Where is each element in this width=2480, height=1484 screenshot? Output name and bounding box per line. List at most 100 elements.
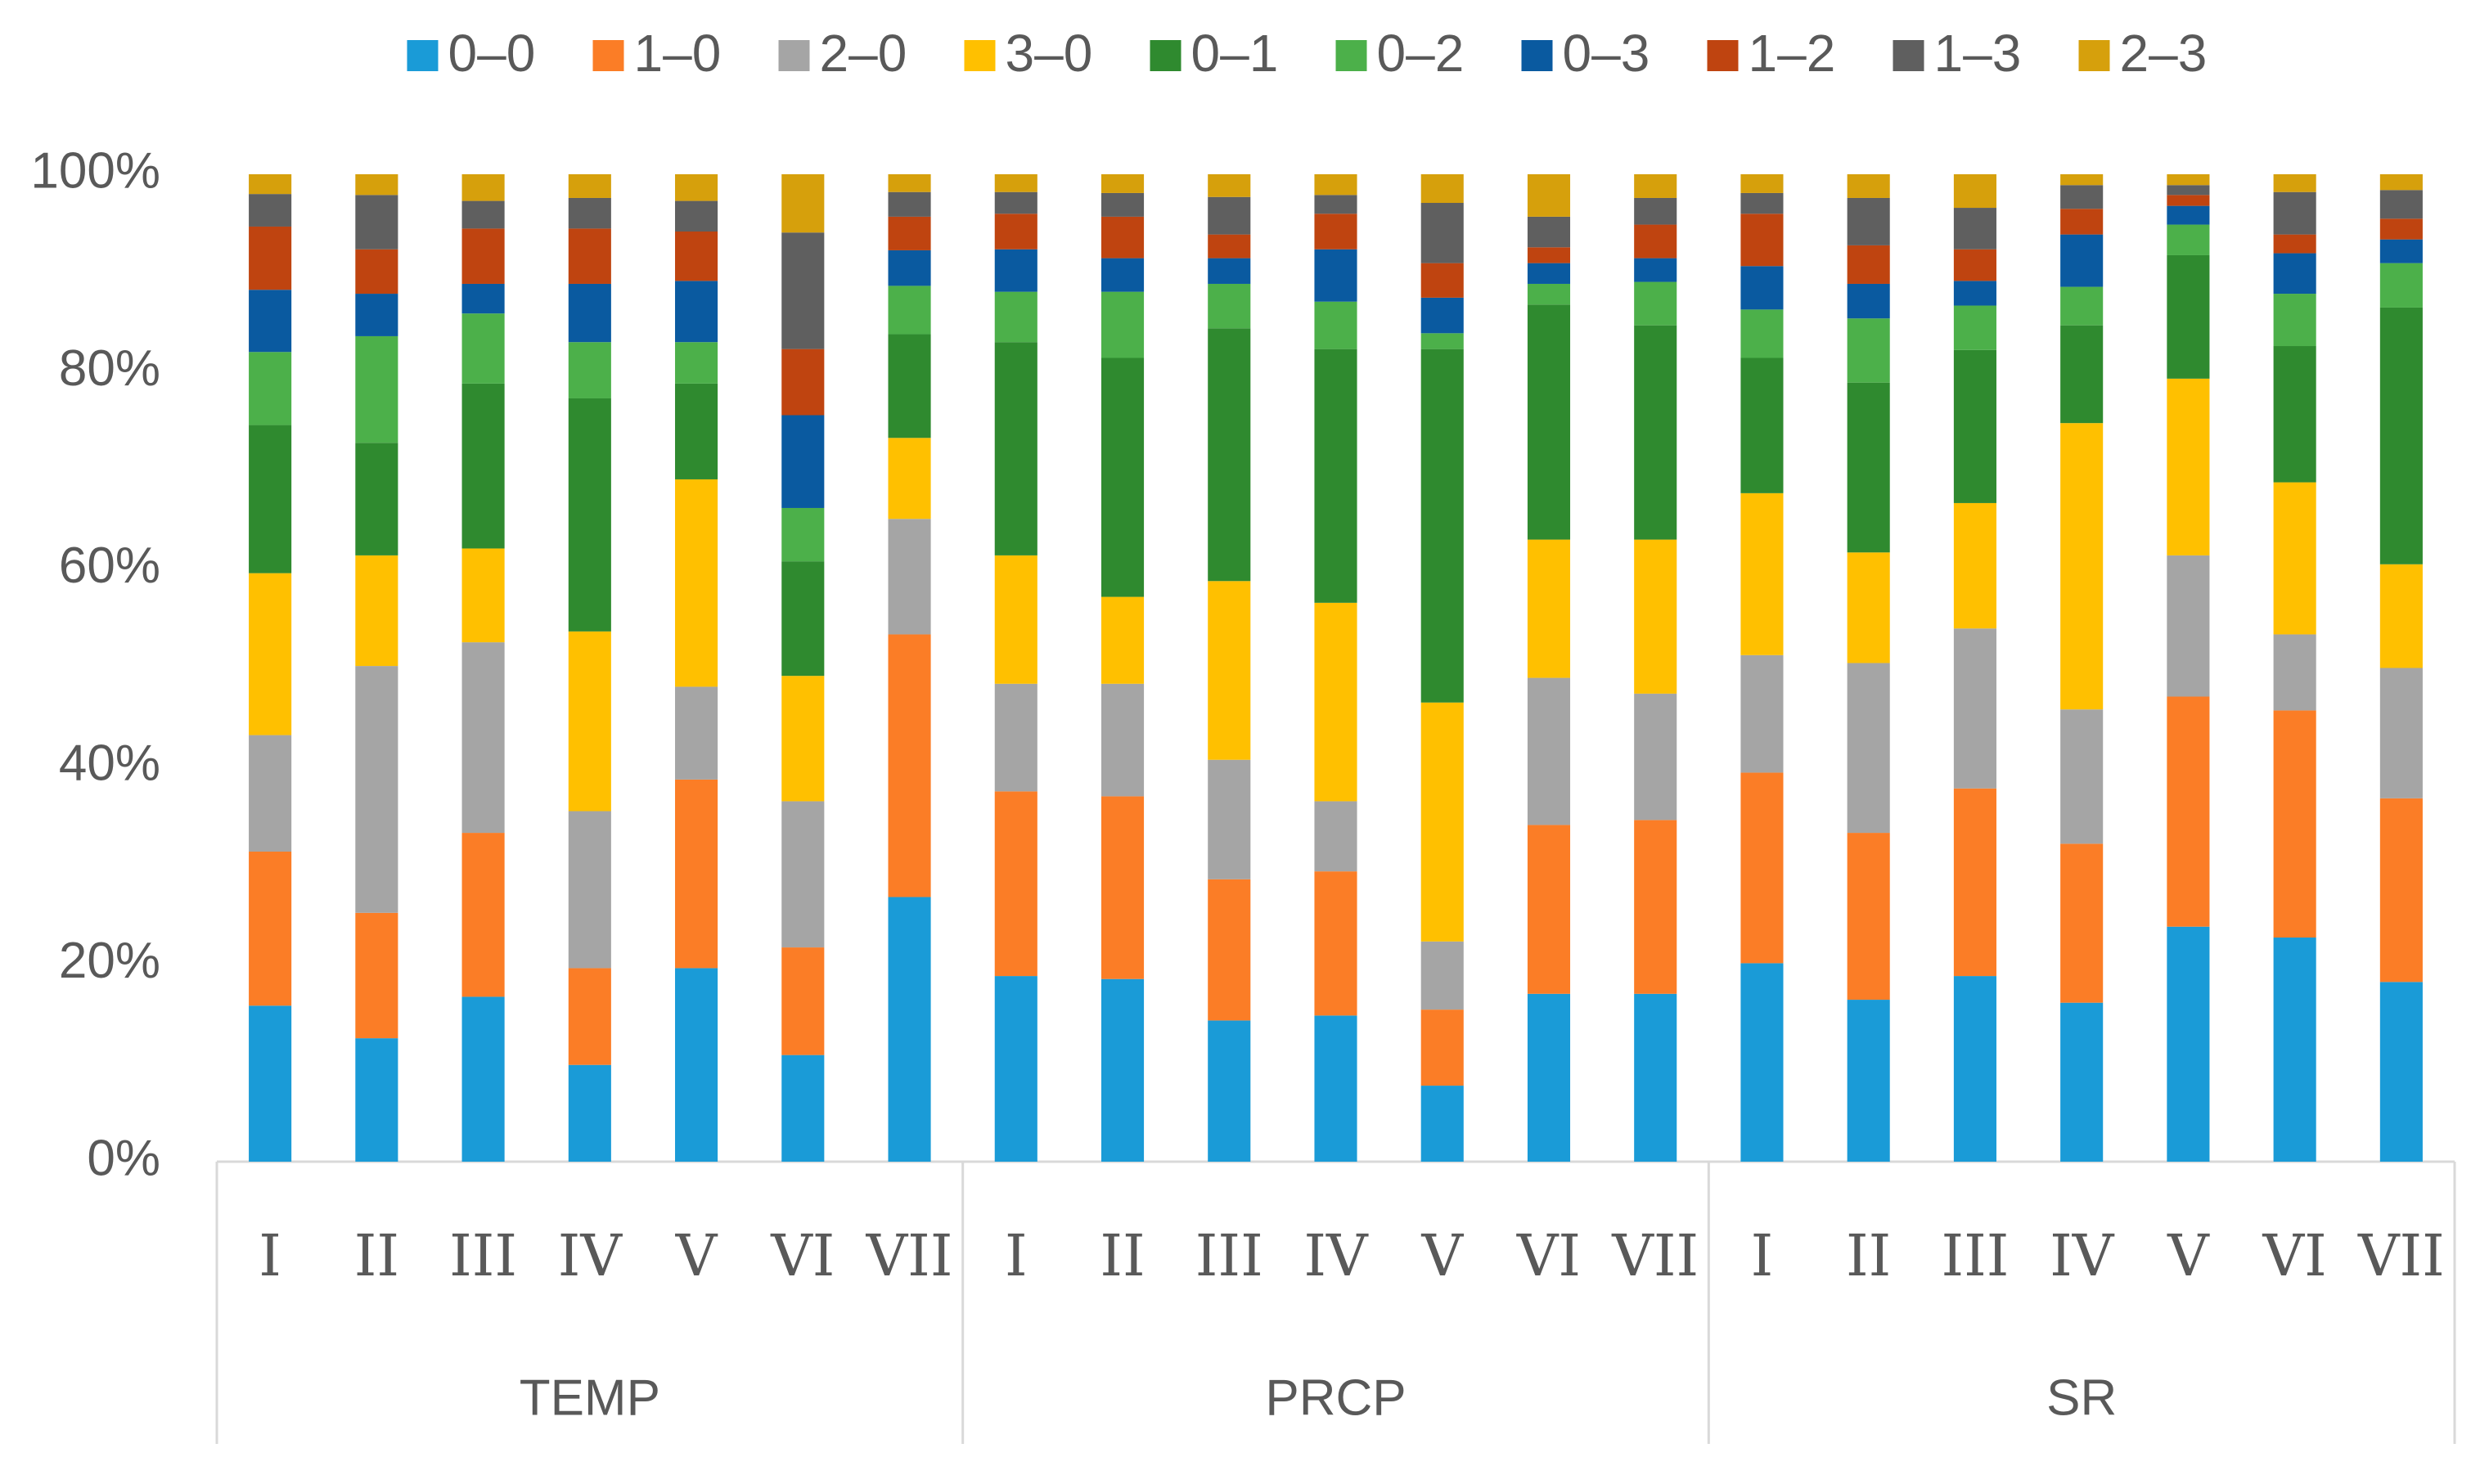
- bar-segment: [1634, 258, 1677, 282]
- bar-segment: [2273, 234, 2316, 254]
- bar-segment: [1527, 825, 1571, 994]
- bar-segment: [1208, 1020, 1251, 1162]
- x-tick-label: VI: [1516, 1222, 1581, 1289]
- bar-segment: [1740, 309, 1784, 358]
- legend-label: 1–0: [634, 24, 722, 83]
- y-tick-label: 60%: [59, 537, 160, 594]
- legend-label: 2–0: [820, 24, 907, 83]
- bar-segment: [1634, 693, 1677, 821]
- bar-segment: [249, 174, 292, 195]
- bar-segment: [568, 342, 611, 398]
- x-tick-label: V: [675, 1222, 718, 1289]
- bar-segment: [249, 290, 292, 353]
- bar-segment: [1953, 249, 1996, 281]
- bar-segment: [1740, 772, 1784, 964]
- bar-segment: [675, 779, 718, 969]
- bar-segment: [2167, 926, 2210, 1162]
- x-tick-label: II: [1846, 1222, 1891, 1289]
- bar-segment: [1953, 174, 1996, 209]
- legend-swatch: [1521, 40, 1553, 71]
- bar-segment: [1740, 174, 1784, 193]
- legend-label: 3–0: [1006, 24, 1093, 83]
- bar-segment: [1420, 333, 1464, 349]
- bar-segment: [1208, 759, 1251, 879]
- bar-segment: [994, 249, 1037, 292]
- bar-segment: [781, 349, 825, 416]
- bar-segment: [1208, 234, 1251, 259]
- legend-label: 2–3: [2120, 24, 2208, 83]
- bar-segment: [1420, 941, 1464, 1010]
- x-tick-label: II: [1100, 1222, 1145, 1289]
- bar-segment: [355, 174, 398, 196]
- bar-segment: [1100, 258, 1145, 292]
- bar-segment: [568, 398, 611, 632]
- bar-segment: [1208, 581, 1251, 760]
- bar-segment: [461, 283, 505, 314]
- bar-segment: [1634, 325, 1677, 540]
- legend-swatch: [1893, 40, 1924, 71]
- bar-segment: [1100, 596, 1145, 684]
- bar-segment: [781, 232, 825, 349]
- bar-segment: [2379, 190, 2423, 219]
- bar-segment: [2060, 1002, 2104, 1162]
- legend-swatch: [964, 40, 996, 71]
- bar-segment: [1420, 203, 1464, 263]
- x-tick-label: VII: [2357, 1222, 2445, 1289]
- x-tick-label: III: [449, 1222, 517, 1289]
- bar-segment: [1100, 683, 1145, 797]
- bar-segment: [1420, 349, 1464, 703]
- bar-segment: [994, 976, 1037, 1162]
- bar-segment: [2273, 191, 2316, 235]
- bar-segment: [2379, 174, 2423, 191]
- bar-segment: [1314, 349, 1357, 603]
- bar-segment: [994, 342, 1037, 555]
- bar-segment: [2060, 843, 2104, 1003]
- legend-swatch: [592, 40, 624, 71]
- bar-segment: [1740, 266, 1784, 310]
- bar-segment: [1953, 502, 1996, 629]
- bar-segment: [1527, 677, 1571, 825]
- bar-segment: [781, 415, 825, 508]
- bar-segment: [1208, 283, 1251, 329]
- bar-segment: [249, 852, 292, 1006]
- bar-segment: [1314, 1015, 1357, 1162]
- bar-segment: [1314, 214, 1357, 250]
- bar-segment: [1208, 196, 1251, 235]
- bar-segment: [2167, 174, 2210, 186]
- bar-segment: [1100, 291, 1145, 358]
- bar-segment: [2379, 564, 2423, 668]
- bar-segment: [888, 174, 931, 192]
- bar-segment: [1420, 263, 1464, 298]
- bar-segment: [994, 174, 1037, 192]
- legend-swatch: [1335, 40, 1367, 71]
- bar-segment: [888, 286, 931, 335]
- bar-segment: [1527, 539, 1571, 678]
- bar-segment: [1847, 663, 1890, 834]
- bar-segment: [2167, 696, 2210, 927]
- bar-segment: [1953, 628, 1996, 789]
- bar-segment: [461, 174, 505, 201]
- bar-segment: [888, 634, 931, 897]
- bar-segment: [2273, 346, 2316, 483]
- bar-segment: [888, 438, 931, 519]
- bar-segment: [249, 352, 292, 425]
- group-label: TEMP: [520, 1369, 660, 1426]
- bar-segment: [1527, 993, 1571, 1162]
- bar-segment: [355, 294, 398, 336]
- group-label: PRCP: [1265, 1369, 1406, 1426]
- bar-segment: [2379, 982, 2423, 1162]
- bar-segment: [781, 507, 825, 562]
- bar-segment: [781, 1055, 825, 1162]
- bar-segment: [1314, 195, 1357, 214]
- bar-segment: [1847, 1000, 1890, 1162]
- bar-segment: [1847, 174, 1890, 198]
- x-tick-label: VII: [866, 1222, 953, 1289]
- bar-segment: [461, 642, 505, 834]
- bar-segment: [1634, 539, 1677, 694]
- bar-segment: [355, 912, 398, 1039]
- bar-segment: [461, 833, 505, 997]
- bar-segment: [1953, 281, 1996, 306]
- y-tick-label: 80%: [59, 340, 160, 397]
- bar-segment: [888, 250, 931, 286]
